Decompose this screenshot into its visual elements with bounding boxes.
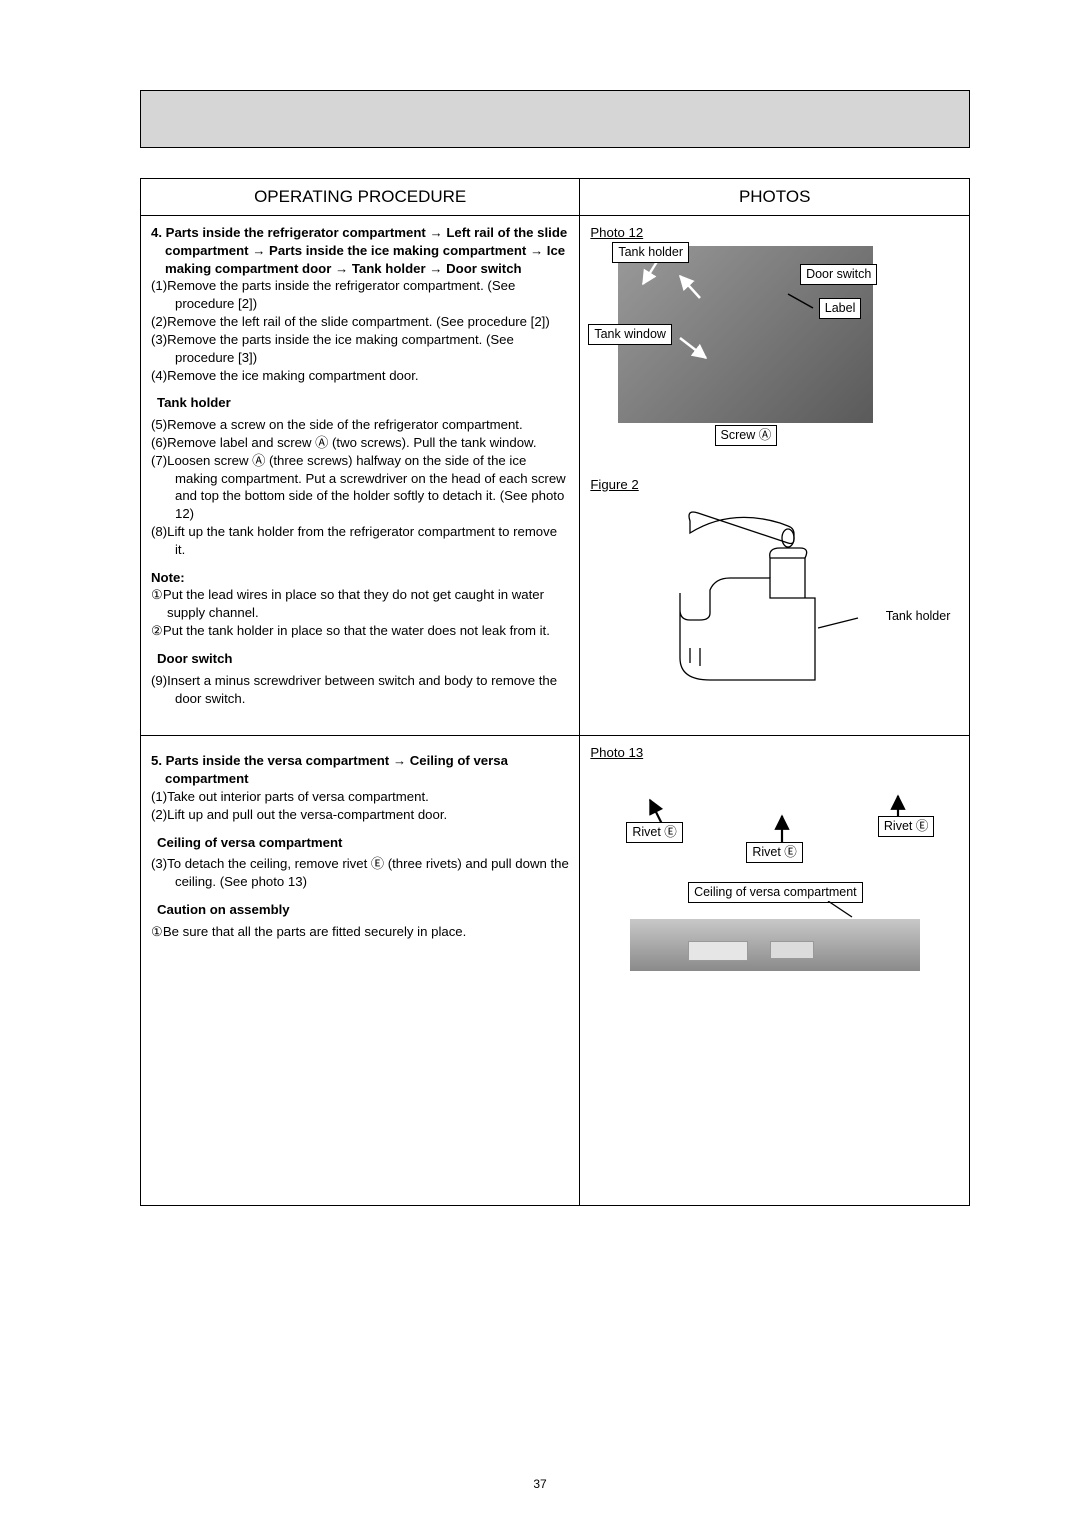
note-1: ①Put the lead wires in place so that the…	[151, 586, 569, 622]
caution-title: Caution on assembly	[157, 901, 569, 919]
note-title: Note:	[151, 569, 569, 587]
photo12-box: Tank holder	[618, 246, 873, 446]
sec5-step-1: (1)Take out interior parts of versa comp…	[151, 788, 569, 806]
photo13-leader	[630, 901, 920, 919]
ceiling-title: Ceiling of versa compartment	[157, 834, 569, 852]
sec4-step-3: (3)Remove the parts inside the ice makin…	[151, 331, 569, 367]
sec5-op-cell: 5. Parts inside the versa compartment → …	[141, 736, 580, 1206]
page: OPERATING PROCEDURE PHOTOS 4. Parts insi…	[0, 0, 1080, 1531]
ceiling-step: (3)To detach the ceiling, remove rivet Ⓔ…	[151, 855, 569, 891]
photo13-caption: Photo 13	[590, 744, 959, 762]
header-bar	[140, 90, 970, 148]
ds-step-9: (9)Insert a minus screwdriver between sw…	[151, 672, 569, 708]
th-step-6: (6)Remove label and screw Ⓐ (two screws)…	[151, 434, 569, 452]
figure2-box: Tank holder	[620, 498, 920, 698]
figure2-tank-holder-label: Tank holder	[886, 608, 951, 625]
label-tank-window: Tank window	[588, 324, 672, 345]
sec4-photo-cell: Photo 12 Tank holder	[580, 216, 970, 736]
caution-line: ①Be sure that all the parts are fitted s…	[151, 923, 569, 941]
photo12-caption: Photo 12	[590, 224, 959, 242]
main-table: OPERATING PROCEDURE PHOTOS 4. Parts insi…	[140, 178, 970, 1206]
door-switch-title: Door switch	[157, 650, 569, 668]
label-door-switch: Door switch	[800, 264, 877, 285]
sec5-title: 5. Parts inside the versa compartment → …	[151, 752, 569, 788]
label-label: Label	[819, 298, 862, 319]
rivet-e-mid: Rivet Ⓔ	[746, 842, 802, 863]
col-header-op: OPERATING PROCEDURE	[141, 179, 580, 216]
th-step-8: (8)Lift up the tank holder from the refr…	[151, 523, 569, 559]
sec5-step-2: (2)Lift up and pull out the versa-compar…	[151, 806, 569, 824]
th-step-7: (7)Loosen screw Ⓐ (three screws) halfway…	[151, 452, 569, 523]
rivet-e-left: Rivet Ⓔ	[626, 822, 682, 843]
sec5-photo-cell: Photo 13 Rivet Ⓔ	[580, 736, 970, 1206]
sec4-step-2: (2)Remove the left rail of the slide com…	[151, 313, 569, 331]
th-step-5: (5)Remove a screw on the side of the ref…	[151, 416, 569, 434]
sec4-op-cell: 4. Parts inside the refrigerator compart…	[141, 216, 580, 736]
rivet-e-right: Rivet Ⓔ	[878, 816, 934, 837]
sec4-title: 4. Parts inside the refrigerator compart…	[151, 224, 569, 277]
photo13-box: Rivet Ⓔ Rivet Ⓔ Rivet Ⓔ Ceiling of versa…	[630, 786, 920, 971]
label-tank-holder: Tank holder	[612, 242, 689, 263]
ceiling-label: Ceiling of versa compartment	[688, 882, 863, 903]
col-header-ph: PHOTOS	[580, 179, 970, 216]
tank-holder-title: Tank holder	[157, 394, 569, 412]
figure2-caption: Figure 2	[590, 476, 959, 494]
note-2: ②Put the tank holder in place so that th…	[151, 622, 569, 640]
sec4-step-1: (1)Remove the parts inside the refrigera…	[151, 277, 569, 313]
label-screw-a: Screw Ⓐ	[715, 425, 778, 446]
sec4-step-4: (4)Remove the ice making compartment doo…	[151, 367, 569, 385]
photo13-img	[630, 919, 920, 971]
page-number: 37	[0, 1477, 1080, 1491]
figure2-svg	[620, 498, 920, 698]
